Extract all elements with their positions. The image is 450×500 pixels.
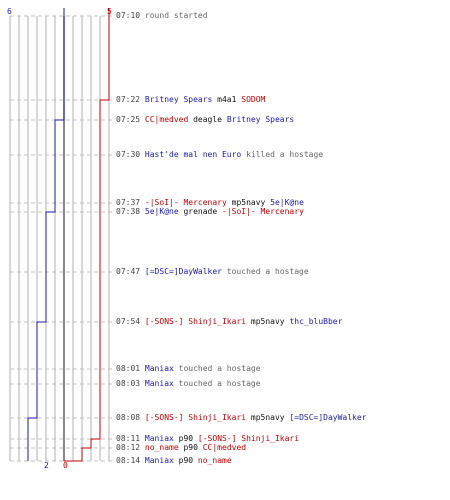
event-row: 07:37 -|SoI|- Mercenary mp5navy 5e|K@ne [116,198,304,208]
player-name: Maniax [144,364,174,373]
player-name: [=DSC=]DayWalker [144,267,222,276]
event-time: 07:25 [116,115,141,124]
event-text: mp5navy [246,413,290,422]
event-row: 08:12 no_name p90 CC|medved [116,443,246,453]
event-text: p90 [178,443,203,452]
player-name: [=DSC=]DayWalker [289,413,367,422]
event-row: 07:25 CC|medved deagle Britney Spears [116,115,294,125]
event-time: 07:22 [116,95,141,104]
player-name: CC|medved [202,443,247,452]
event-time: 07:10 [116,11,141,20]
event-time: 07:54 [116,317,141,326]
event-text: round started [144,11,208,20]
player-name: thc_bluBber [289,317,343,326]
alive-count-steps [27,8,110,462]
event-text: deagle [188,115,227,124]
event-text: p90 [173,456,198,465]
player-name: 5e|K@ne [270,198,304,207]
player-name: Hast'de mal nen Euro [144,150,242,159]
event-text: mp5navy [226,198,271,207]
player-name: Britney Spears [144,95,213,104]
event-text: mp5navy [246,317,290,326]
event-time: 08:12 [116,443,141,452]
player-name: Maniax [144,379,174,388]
player-name: Maniax [144,456,174,465]
event-time: 08:14 [116,456,141,465]
player-name: CC|medved [144,115,189,124]
event-time: 07:37 [116,198,141,207]
event-time: 08:11 [116,434,141,443]
event-row: 08:11 Maniax p90 [-SONS-] Shinji_Ikari [116,434,299,444]
event-time: 07:47 [116,267,141,276]
player-name: -|SoI|- Mercenary [222,207,304,216]
player-name: no_name [144,443,179,452]
event-text: p90 [173,434,198,443]
red-team-end-count: 0 [63,461,68,470]
red-team-alive-line [64,8,110,462]
event-row: 08:01 Maniax touched a hostage [116,364,261,374]
event-row: 08:08 [-SONS-] Shinji_Ikari mp5navy [=DS… [116,413,367,423]
player-name: [-SONS-] Shinji_Ikari [144,317,247,326]
player-name: 5e|K@ne [144,207,179,216]
timeline-grid [9,16,110,461]
event-row: 08:14 Maniax p90 no_name [116,456,232,466]
event-text: m4a1 [212,95,242,104]
event-text: grenade [178,207,222,216]
player-name: [-SONS-] Shinji_Ikari [197,434,300,443]
event-time: 08:01 [116,364,141,373]
event-row: 07:10 round started [116,11,208,21]
event-time: 07:30 [116,150,141,159]
player-name: [-SONS-] Shinji_Ikari [144,413,247,422]
red-team-start-count: 5 [107,7,112,16]
event-row: 07:30 Hast'de mal nen Euro killed a host… [116,150,323,160]
event-text: touched a hostage [173,379,261,388]
player-name: no_name [197,456,232,465]
event-text: touched a hostage [221,267,309,276]
event-guide-lines [10,15,114,462]
blue-team-start-count: 6 [7,7,12,16]
player-name: Maniax [144,434,174,443]
player-name: -|SoI|- Mercenary [144,198,227,207]
event-row: 07:38 5e|K@ne grenade -|SoI|- Mercenary [116,207,304,217]
player-name: Britney Spears [226,115,295,124]
event-row: 08:03 Maniax touched a hostage [116,379,261,389]
event-text: touched a hostage [173,364,261,373]
event-row: 07:47 [=DSC=]DayWalker touched a hostage [116,267,309,277]
event-text: killed a hostage [241,150,324,159]
event-time: 08:08 [116,413,141,422]
blue-team-end-count: 2 [44,461,49,470]
event-row: 07:54 [-SONS-] Shinji_Ikari mp5navy thc_… [116,317,342,327]
player-name: SODOM [241,95,266,104]
event-time: 07:38 [116,207,141,216]
event-row: 07:22 Britney Spears m4a1 SODOM [116,95,265,105]
blue-team-alive-line [27,8,65,461]
event-time: 08:03 [116,379,141,388]
